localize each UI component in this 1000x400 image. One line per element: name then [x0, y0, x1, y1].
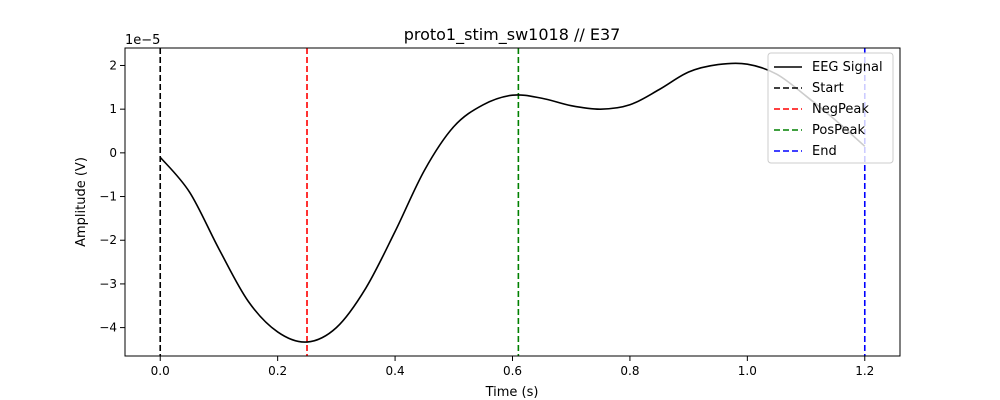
- legend-label: NegPeak: [812, 102, 869, 117]
- legend-label: Start: [812, 81, 844, 96]
- series-line-eeg-signal: [159, 62, 866, 343]
- y-tick-label: 0: [109, 146, 117, 160]
- y-tick-label: −4: [99, 321, 117, 335]
- x-tick-label: 0.4: [386, 364, 405, 378]
- legend-label: EEG Signal: [812, 60, 883, 75]
- y-tick-label: −1: [99, 190, 117, 204]
- x-tick-label: 1.0: [738, 364, 757, 378]
- series-group: [159, 62, 866, 343]
- y-axis-label: Amplitude (V): [74, 157, 89, 247]
- x-axis-ticks: 0.0 0.2 0.4 0.6 0.8 1.0 1.2: [151, 356, 874, 378]
- y-tick-label: 2: [109, 58, 117, 72]
- event-markers: [159, 48, 866, 356]
- x-tick-label: 0.2: [268, 364, 287, 378]
- x-axis-label: Time (s): [485, 385, 539, 400]
- y-axis-ticks: −4 −3 −2 −1 0 1 2: [99, 58, 125, 335]
- chart-title: proto1_stim_sw1018 // E37: [404, 25, 621, 45]
- x-tick-label: 0.8: [620, 364, 639, 378]
- legend-label: End: [812, 144, 837, 159]
- x-tick-label: 1.2: [855, 364, 874, 378]
- legend-frame: [767, 52, 894, 164]
- x-tick-label: 0.6: [503, 364, 522, 378]
- x-tick-label: 0.0: [151, 364, 170, 378]
- y-tick-label: 1: [109, 102, 117, 116]
- y-tick-label: −2: [99, 233, 117, 247]
- y-offset-label: 1e−5: [125, 33, 160, 48]
- legend: EEG Signal Start NegPeak PosPeak End: [767, 52, 894, 164]
- y-tick-label: −3: [99, 277, 117, 291]
- legend-label: PosPeak: [812, 123, 865, 138]
